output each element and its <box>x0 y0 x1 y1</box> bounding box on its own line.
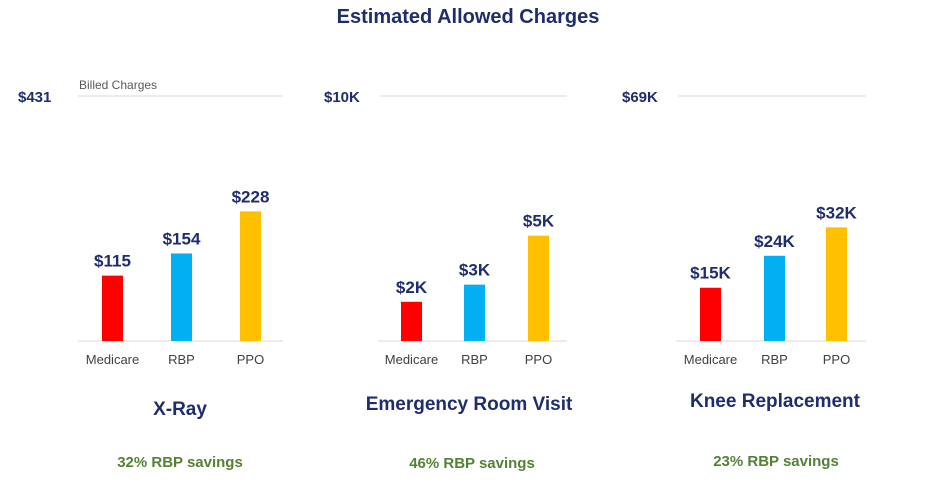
bar-medicare <box>102 275 123 341</box>
billed-reference-label: $10K <box>324 89 360 106</box>
x-tick-label: RBP <box>168 352 195 367</box>
bar-ppo <box>826 227 847 341</box>
data-label: $115 <box>94 252 131 271</box>
data-label: $3K <box>459 261 491 280</box>
billed-charges-label: Billed Charges <box>79 78 157 92</box>
bar-ppo <box>528 235 549 341</box>
billed-reference-label: $69K <box>622 89 658 106</box>
page-title: Estimated Allowed Charges <box>336 6 600 28</box>
data-label: $32K <box>816 203 857 222</box>
data-label: $228 <box>232 187 270 206</box>
x-tick-label: Medicare <box>385 352 438 367</box>
chart-title: X-Ray <box>153 399 207 420</box>
data-label: $154 <box>163 229 201 248</box>
bar-rbp <box>464 284 485 341</box>
x-tick-label: Medicare <box>86 352 139 367</box>
data-label: $2K <box>396 278 428 297</box>
x-tick-label: PPO <box>525 352 552 367</box>
chart-title: Knee Replacement <box>690 391 861 412</box>
x-tick-label: RBP <box>461 352 488 367</box>
bar-medicare <box>700 287 721 341</box>
data-label: $24K <box>754 232 795 251</box>
data-label: $15K <box>690 264 731 283</box>
bar-rbp <box>764 255 785 341</box>
bar-rbp <box>171 253 192 341</box>
savings-label: 23% RBP savings <box>713 453 839 470</box>
bar-medicare <box>401 301 422 341</box>
savings-label: 46% RBP savings <box>409 455 535 472</box>
x-tick-label: PPO <box>823 352 850 367</box>
x-tick-label: PPO <box>237 352 264 367</box>
x-tick-label: Medicare <box>684 352 737 367</box>
bar-ppo <box>240 211 261 341</box>
savings-label: 32% RBP savings <box>117 454 243 471</box>
billed-reference-label: $431 <box>18 89 51 106</box>
x-tick-label: RBP <box>761 352 788 367</box>
data-label: $5K <box>523 212 555 231</box>
chart-title: Emergency Room Visit <box>366 394 573 415</box>
